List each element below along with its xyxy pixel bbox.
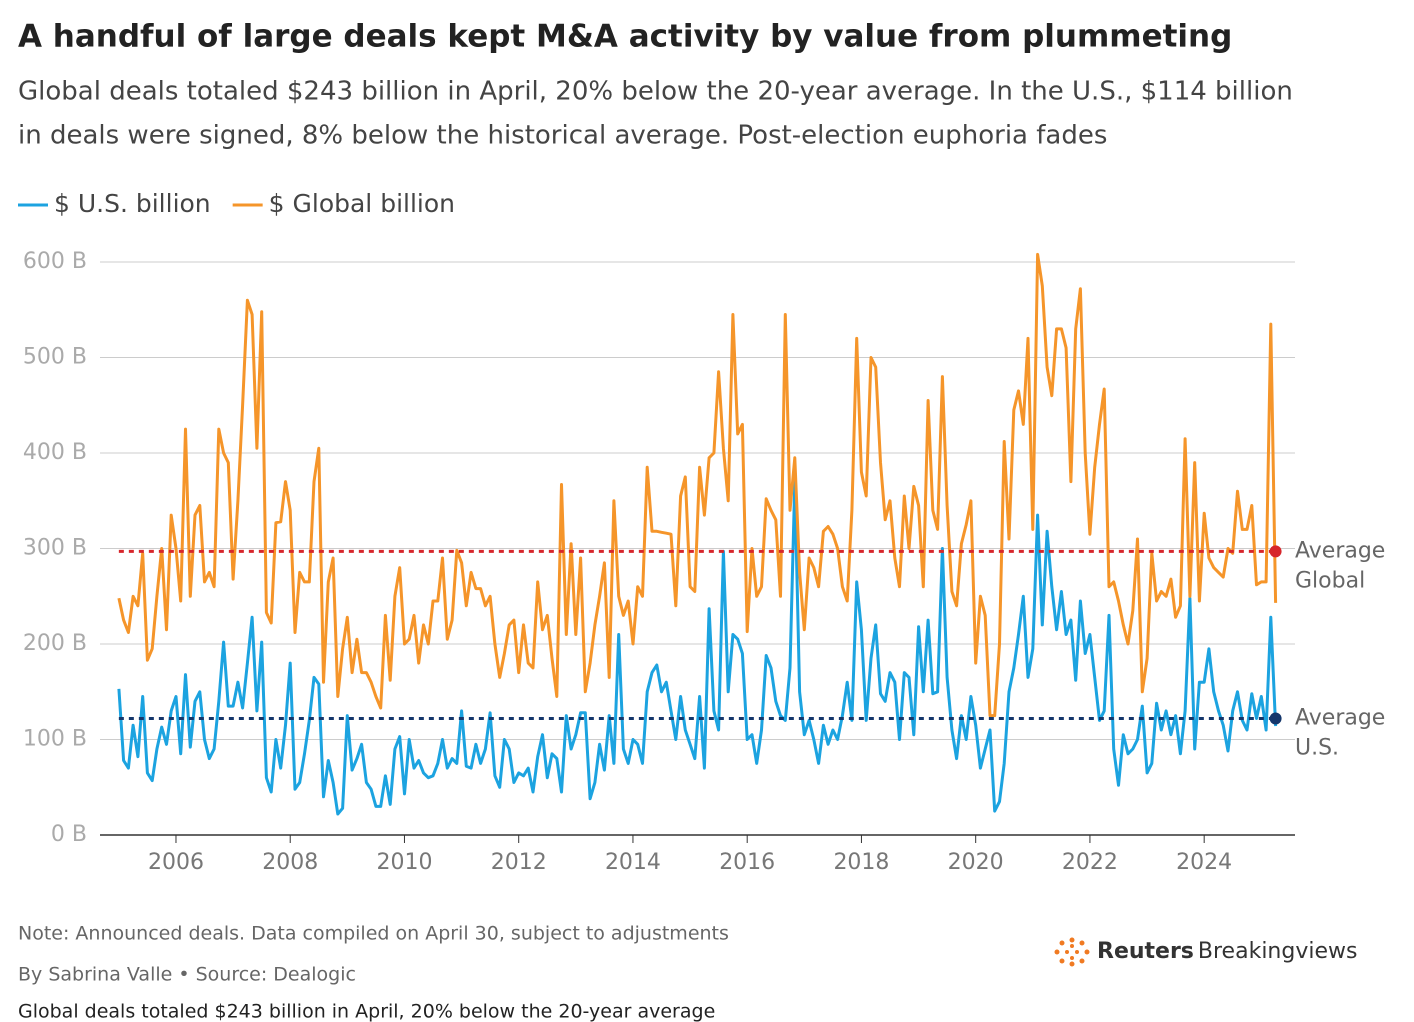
y-tick-label: 0 B xyxy=(51,822,87,847)
x-tick-label: 2016 xyxy=(719,850,775,875)
x-tick-label: 2018 xyxy=(833,850,889,875)
note: Note: Announced deals. Data compiled on … xyxy=(18,923,729,945)
y-tick-label: 200 B xyxy=(23,631,87,656)
legend-label: $ Global billion xyxy=(269,189,455,218)
logo-icon xyxy=(1054,937,1090,967)
x-tick-label: 2022 xyxy=(1062,850,1118,875)
x-tick-label: 2014 xyxy=(605,850,661,875)
subtitle: Global deals totaled $243 billion in Apr… xyxy=(18,77,1293,107)
average-label: Average xyxy=(1295,538,1385,563)
y-tick-label: 500 B xyxy=(23,345,87,370)
x-tick-label: 2006 xyxy=(148,850,204,875)
x-tick-label: 2024 xyxy=(1176,850,1232,875)
series-line xyxy=(117,480,1278,816)
average-label: Global xyxy=(1295,568,1365,593)
y-tick-label: 300 B xyxy=(23,536,87,561)
logo-product: Breakingviews xyxy=(1198,939,1358,964)
caption: Global deals totaled $243 billion in Apr… xyxy=(18,1001,715,1022)
legend-label: $ U.S. billion xyxy=(54,189,211,218)
average-label: Average xyxy=(1295,705,1385,730)
x-tick-label: 2010 xyxy=(376,850,432,875)
logo-text: Reuters Breakingviews xyxy=(1097,939,1357,964)
average-label: U.S. xyxy=(1295,735,1339,760)
x-tick-label: 2008 xyxy=(262,850,318,875)
logo-brand: Reuters xyxy=(1097,939,1194,964)
series-line xyxy=(117,252,1278,718)
x-tick-label: 2020 xyxy=(948,850,1004,875)
x-tick-label: 2012 xyxy=(491,850,547,875)
chart-title: A handful of large deals kept M&A activi… xyxy=(18,19,1232,55)
average-dot xyxy=(1269,545,1282,558)
average-dot xyxy=(1269,712,1282,725)
y-tick-label: 400 B xyxy=(23,440,87,465)
byline: By Sabrina Valle • Source: Dealogic xyxy=(18,964,356,986)
y-tick-label: 100 B xyxy=(23,727,87,752)
y-tick-label: 600 B xyxy=(23,249,87,274)
subtitle: in deals were signed, 8% below the histo… xyxy=(18,121,1107,151)
